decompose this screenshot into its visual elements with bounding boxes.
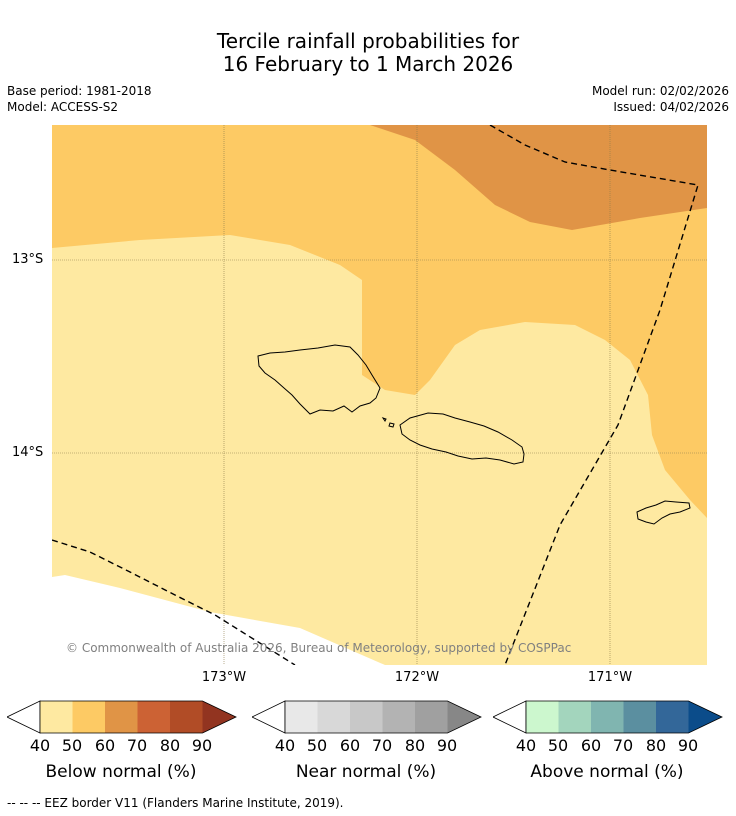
colorbar-above-label: Above normal (%) <box>530 762 684 782</box>
island-tutuila <box>636 500 691 525</box>
island-upolu <box>399 412 525 465</box>
island-savaii <box>257 344 381 415</box>
eez-line-west <box>52 539 296 665</box>
tick-label: 40 <box>274 736 296 755</box>
islands <box>257 344 691 525</box>
colorbar-below-seg-0 <box>40 701 73 733</box>
tick-label: 80 <box>404 736 426 755</box>
tick-label: 60 <box>580 736 602 755</box>
zone-below-60-70 <box>370 125 707 230</box>
tick-label: 90 <box>677 736 699 755</box>
model-name: Model: ACCESS-S2 <box>7 100 119 114</box>
title-line-2: 16 February to 1 March 2026 <box>222 52 514 76</box>
lon-label-171w: 171°W <box>587 670 633 685</box>
colorbar-above-seg-3 <box>623 701 656 733</box>
lat-label-14s: 14°S <box>12 445 44 460</box>
colorbar-below-seg-1 <box>72 701 105 733</box>
tick-label: 50 <box>547 736 569 755</box>
base-info: Base period: 1981-2018 Model: ACCESS-S2 <box>7 83 152 115</box>
tick-label: 40 <box>515 736 537 755</box>
tick-label: 90 <box>436 736 458 755</box>
island-apolima <box>388 422 395 428</box>
colorbar-near <box>252 700 482 734</box>
colorbar-above-seg-4 <box>656 701 689 733</box>
colorbar-above-seg-0 <box>526 701 559 733</box>
copyright-notice: © Commonwealth of Australia 2026, Bureau… <box>66 641 572 655</box>
title-line-1: Tercile rainfall probabilities for <box>216 29 520 53</box>
colorbar-near-seg-5 <box>447 701 481 733</box>
tick-label: 90 <box>191 736 213 755</box>
tick-label: 70 <box>126 736 148 755</box>
lat-label-13s: 13°S <box>12 252 44 267</box>
issued-date: Issued: 04/02/2026 <box>613 100 729 114</box>
tick-label: 50 <box>61 736 83 755</box>
colorbar-below-seg-3 <box>137 701 170 733</box>
map-panel <box>52 125 707 665</box>
colorbar-below-label: Below normal (%) <box>45 762 197 782</box>
lon-label-173w: 173°W <box>201 670 247 685</box>
colorbar-below-seg-2 <box>105 701 138 733</box>
eez-line-east <box>489 125 699 665</box>
colorbar-near-under-arrow <box>252 700 286 734</box>
colorbar-near-seg-1 <box>317 701 350 733</box>
base-period: Base period: 1981-2018 <box>7 84 152 98</box>
colorbar-near-label: Near normal (%) <box>295 762 437 782</box>
colorbar-above-seg-5 <box>688 701 722 733</box>
model-run: Model run: 02/02/2026 <box>591 84 729 98</box>
colorbar-below-seg-4 <box>170 701 203 733</box>
tick-label: 80 <box>645 736 667 755</box>
tick-label: 70 <box>371 736 393 755</box>
chart-title: Tercile rainfall probabilities for 16 Fe… <box>0 30 736 76</box>
run-info: Model run: 02/02/2026 Issued: 04/02/2026 <box>592 83 729 115</box>
tick-label: 80 <box>159 736 181 755</box>
colorbar-above-seg-2 <box>591 701 624 733</box>
colorbar-near-seg-0 <box>285 701 318 733</box>
colorbar-below-under-arrow <box>7 700 41 734</box>
tick-label: 60 <box>94 736 116 755</box>
tick-label: 40 <box>29 736 51 755</box>
tick-label: 50 <box>306 736 328 755</box>
colorbar-above-under-arrow <box>493 700 527 734</box>
tick-label: 70 <box>612 736 634 755</box>
colorbar-above-seg-1 <box>558 701 591 733</box>
tick-label: 60 <box>339 736 361 755</box>
colorbar-near-seg-2 <box>350 701 383 733</box>
colorbar-above <box>493 700 723 734</box>
eez-border <box>52 125 699 665</box>
island-manono <box>381 417 387 422</box>
colorbar-near-seg-4 <box>415 701 448 733</box>
colorbar-near-seg-3 <box>382 701 415 733</box>
graticule <box>52 125 707 665</box>
eez-footnote: -- -- -- EEZ border V11 (Flanders Marine… <box>7 796 344 810</box>
colorbar-below <box>7 700 237 734</box>
lon-label-172w: 172°W <box>394 670 440 685</box>
colorbar-below-seg-5 <box>202 701 236 733</box>
zone-no-data <box>52 575 385 665</box>
